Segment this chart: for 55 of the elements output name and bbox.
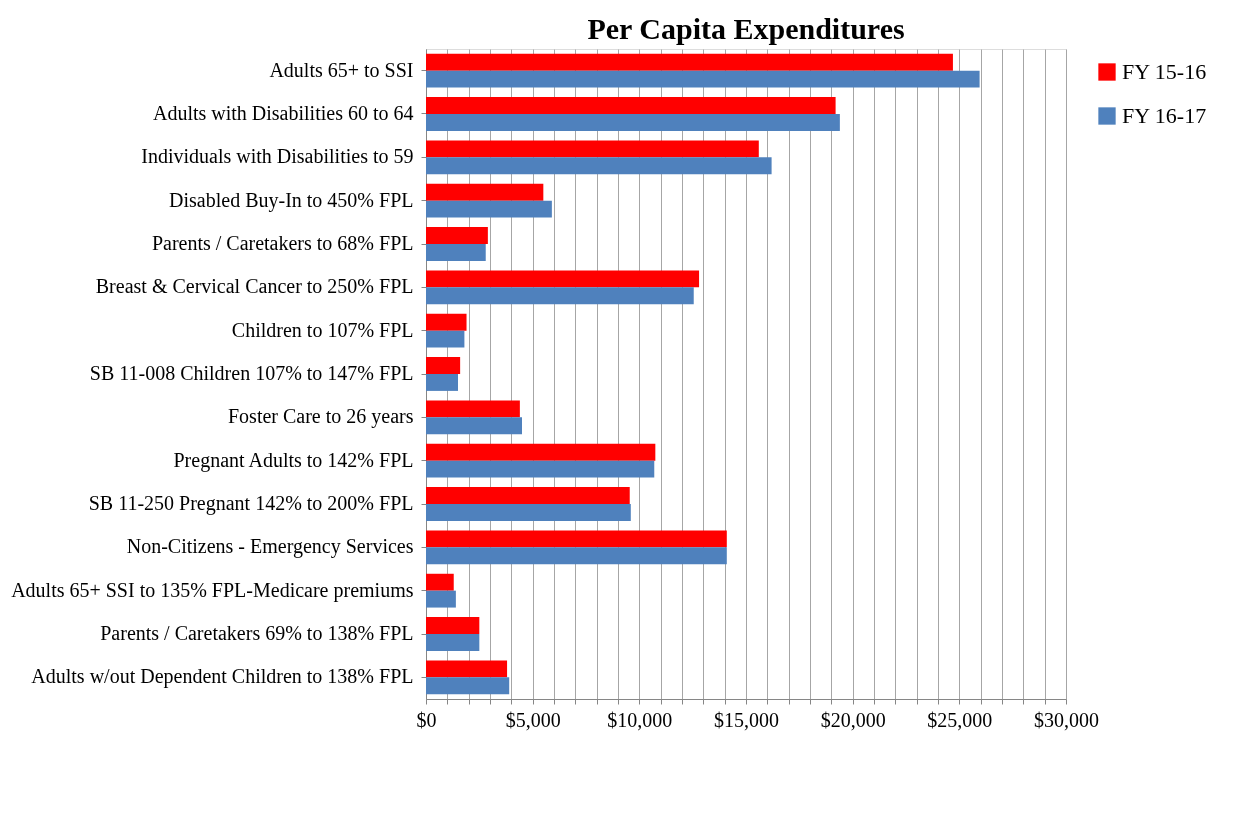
y-tick-label: Pregnant Adults to 142% FPL: [173, 448, 414, 472]
bar: [426, 504, 631, 521]
bar: [426, 140, 759, 158]
y-tick-label: Adults with Disabilities 60 to 64: [152, 102, 414, 124]
bar: [426, 313, 467, 331]
bar: [426, 287, 694, 305]
bar: [426, 70, 980, 88]
bar: [426, 460, 655, 478]
bar: [426, 417, 522, 435]
bar: [426, 573, 454, 591]
y-tick-label: Disabled Buy-In to 450% FPL: [169, 188, 414, 212]
x-tick-label: $15,000: [714, 708, 779, 731]
bar: [426, 200, 552, 218]
y-tick-label: Individuals with Disabilities to 59: [141, 145, 414, 168]
y-tick-label: SB 11-250 Pregnant 142% to 200% FPL: [88, 492, 414, 515]
y-tick-label: Foster Care to 26 years: [227, 405, 414, 429]
bar: [426, 487, 630, 504]
bar: [426, 357, 461, 374]
bar: [426, 677, 510, 695]
x-tick-label: $0: [416, 708, 437, 731]
bar: [426, 244, 486, 261]
bar: [426, 227, 488, 244]
bar: [426, 590, 456, 608]
bar: [426, 53, 953, 71]
y-tick-label: Parents / Caretakers to 68% FPL: [151, 232, 414, 254]
y-tick-label: Adults w/out Dependent Children to 138% FPL: [31, 665, 414, 689]
x-tick-label: $5,000: [505, 708, 561, 731]
x-tick-label: $25,000: [927, 708, 993, 731]
bar: [426, 547, 727, 565]
bar: [426, 443, 656, 461]
bar: [426, 114, 840, 131]
y-tick-label: Children to 107% FPL: [231, 318, 414, 341]
x-tick-label: $20,000: [820, 708, 886, 731]
bar: [426, 97, 836, 114]
legend-label: FY 16-17: [1122, 103, 1207, 128]
bar: [426, 634, 480, 651]
y-tick-label: Adults 65+ SSI to 135% FPL-Medicare premiums: [11, 578, 414, 602]
y-tick-label: Breast & Cervical Cancer to 250% FPL: [95, 275, 414, 298]
chart-title: Per Capita Expenditures: [587, 12, 905, 45]
bar: [426, 530, 727, 548]
bar: [426, 330, 465, 348]
bar: [426, 183, 544, 201]
bar: [426, 660, 508, 678]
legend-label: FY 15-16: [1122, 59, 1207, 84]
y-tick-label: Parents / Caretakers 69% to 138% FPL: [100, 622, 414, 644]
bar: [426, 400, 520, 418]
bar: [426, 374, 458, 391]
bar: [426, 617, 480, 634]
bar: [426, 157, 772, 175]
x-tick-label: $30,000: [1034, 708, 1099, 731]
bar: [426, 270, 700, 288]
y-tick-label: Non-Citizens - Emergency Services: [126, 535, 414, 559]
y-tick-label: SB 11-008 Children 107% to 147% FPL: [89, 362, 414, 384]
x-tick-label: $10,000: [607, 708, 673, 731]
y-tick-label: Adults 65+ to SSI: [269, 58, 414, 81]
